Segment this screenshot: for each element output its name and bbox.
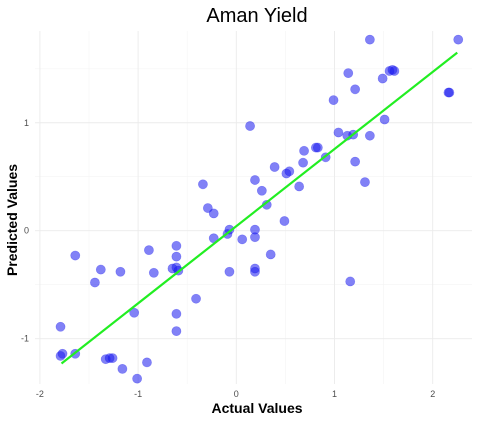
data-point — [334, 128, 343, 137]
data-point — [390, 66, 399, 75]
data-point — [346, 277, 355, 286]
data-point — [329, 95, 338, 104]
data-point — [250, 233, 259, 242]
y-axis-title: Predicted Values — [4, 164, 20, 276]
data-point — [445, 88, 454, 97]
data-point — [149, 268, 158, 277]
data-point — [198, 180, 207, 189]
y-tick-label: 1 — [24, 118, 29, 128]
data-point — [454, 35, 463, 44]
data-point — [191, 294, 200, 303]
data-point — [351, 85, 360, 94]
data-point — [56, 322, 65, 331]
data-point — [299, 146, 308, 155]
data-point — [71, 251, 80, 260]
data-point — [225, 267, 234, 276]
data-point — [298, 158, 307, 167]
data-point — [90, 278, 99, 287]
data-point — [285, 167, 294, 176]
y-tick-label: -1 — [21, 334, 29, 344]
data-point — [365, 131, 374, 140]
data-point — [118, 364, 127, 373]
data-point — [238, 235, 247, 244]
x-tick-label: 0 — [234, 389, 239, 399]
data-point — [295, 182, 304, 191]
chart-title: Aman Yield — [206, 5, 307, 27]
data-point — [96, 265, 105, 274]
data-point — [172, 241, 181, 250]
data-point — [360, 178, 369, 187]
data-point — [344, 69, 353, 78]
data-point — [351, 157, 360, 166]
x-tick-label: 2 — [430, 389, 435, 399]
data-point — [172, 327, 181, 336]
data-point — [380, 115, 389, 124]
x-tick-label: 1 — [332, 389, 337, 399]
x-axis-title: Actual Values — [211, 400, 302, 416]
data-point — [266, 250, 275, 259]
x-tick-label: -2 — [36, 389, 44, 399]
x-tick-label: -1 — [134, 389, 142, 399]
data-point — [257, 186, 266, 195]
data-point — [250, 267, 259, 276]
data-point — [250, 175, 259, 184]
data-point — [144, 246, 153, 255]
data-point — [172, 252, 181, 261]
data-point — [133, 374, 142, 383]
data-point — [365, 35, 374, 44]
data-point — [245, 121, 254, 130]
data-point — [116, 267, 125, 276]
data-point — [378, 74, 387, 83]
data-point — [313, 143, 322, 152]
data-point — [270, 162, 279, 171]
y-tick-label: 0 — [24, 226, 29, 236]
data-point — [108, 353, 117, 362]
data-point — [172, 309, 181, 318]
data-point — [58, 349, 67, 358]
data-point — [280, 216, 289, 225]
data-point — [209, 209, 218, 218]
data-point — [142, 358, 151, 367]
